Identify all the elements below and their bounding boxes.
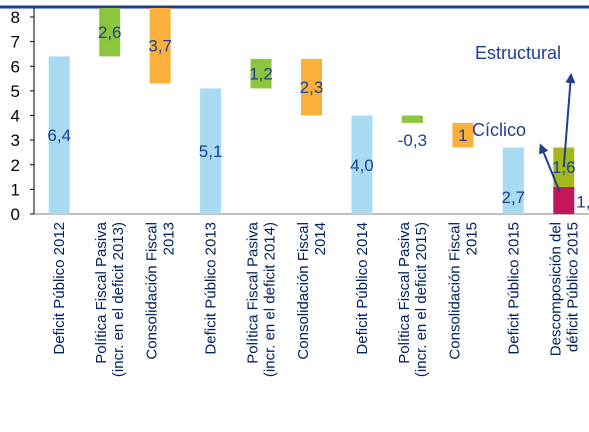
- category-label-line: Descomposición del: [547, 222, 564, 356]
- annotation-estructural: Estructural: [475, 43, 561, 63]
- y-tick-label: 7: [11, 33, 20, 52]
- category-label: Descomposición del déficit Público 2015: [547, 222, 581, 356]
- data-label: 3,7: [148, 37, 172, 56]
- category-label-line: 2014: [312, 222, 329, 255]
- category-label: Deficit Público 2015: [505, 222, 522, 355]
- bar-politica: [401, 115, 423, 123]
- data-label: 1,1: [576, 193, 589, 212]
- category-label-line: Deficit Público 2015: [505, 222, 522, 355]
- category-label-line: Política Fiscal Pasiva: [396, 221, 413, 363]
- category-label-line: (incr. en el deficit 2013): [110, 222, 127, 377]
- category-label: Política Fiscal Pasiva (incr. en el defic…: [93, 221, 127, 377]
- bar-politica: [250, 58, 272, 89]
- category-label: Deficit Público 2012: [51, 222, 68, 355]
- data-label: 5,1: [199, 142, 223, 161]
- category-label: Consolidación Fiscal 2014: [295, 222, 329, 360]
- y-tick-label: 0: [11, 205, 20, 224]
- data-label-layer: 6,4 2,6 3,7 5,1 1,2 2,3 4,0 -0,3 1 2,7 1,1 1,6: [47, 23, 589, 211]
- bar-consolidacion: [149, 8, 171, 84]
- category-label-line: Deficit Público 2013: [203, 222, 220, 355]
- annotation-ciclico: Cíclico: [472, 120, 526, 140]
- annotation-layer: Estructural Cíclico: [472, 43, 576, 193]
- y-tick-label: 4: [11, 107, 20, 126]
- y-axis: 0 1 2 3 4 5 6 7 8: [11, 8, 589, 224]
- bar-ciclico: [553, 186, 575, 214]
- data-label: 1: [458, 126, 467, 145]
- bar-deficit: [48, 56, 70, 215]
- category-label-line: Deficit Público 2014: [354, 222, 371, 355]
- y-tick-label: 5: [11, 82, 20, 101]
- category-label: Consolidación Fiscal 2015: [446, 222, 480, 360]
- category-label-line: 2015: [463, 222, 480, 255]
- category-label-line: déficit Público 2015: [564, 222, 581, 352]
- data-label: -0,3: [398, 131, 427, 150]
- y-tick-label: 3: [11, 131, 20, 150]
- bar-deficit: [200, 88, 222, 214]
- bar-deficit: [502, 147, 524, 214]
- category-label: Política Fiscal Pasiva (incr. en el defic…: [396, 221, 430, 377]
- annotation-arrow: [539, 143, 561, 193]
- category-label: Deficit Público 2014: [354, 222, 371, 355]
- category-label-line: Deficit Público 2012: [51, 222, 68, 355]
- category-label: Consolidación Fiscal 2013: [144, 222, 178, 360]
- category-label-line: Política Fiscal Pasiva: [93, 221, 110, 363]
- bar-politica: [99, 8, 121, 57]
- data-label: 2,7: [501, 188, 525, 207]
- y-tick-label: 2: [11, 156, 20, 175]
- data-label: 4,0: [350, 156, 374, 175]
- data-label: 6,4: [47, 126, 71, 145]
- y-tick-label: 8: [11, 8, 20, 27]
- category-label-line: (incr. en el deficit 2015): [413, 222, 430, 377]
- data-label: 1,2: [249, 65, 273, 84]
- annotation-arrow: [562, 73, 576, 168]
- bar-layer: [48, 8, 575, 215]
- category-label: Política Fiscal Pasiva (incr. en el defic…: [245, 221, 279, 377]
- category-label-line: Política Fiscal Pasiva: [245, 221, 262, 363]
- category-label-line: Consolidación Fiscal: [144, 222, 161, 360]
- category-label-line: 2013: [161, 222, 178, 255]
- category-label-line: Consolidación Fiscal: [295, 222, 312, 360]
- bar-consolidacion: [301, 58, 322, 116]
- y-tick-label: 6: [11, 57, 20, 76]
- category-label-line: Consolidación Fiscal: [446, 222, 463, 360]
- data-label: 2,3: [300, 78, 324, 97]
- y-tick-label: 1: [11, 180, 20, 199]
- category-label: Deficit Público 2013: [203, 222, 220, 355]
- bar-deficit: [351, 115, 373, 214]
- data-label: 2,6: [98, 23, 122, 42]
- category-label-line: (incr. en el deficit 2014): [262, 222, 279, 377]
- data-label: 1,6: [552, 158, 576, 177]
- category-label-layer: Deficit Público 2012 Política Fiscal Pasi…: [51, 221, 581, 377]
- bar-consolidacion: [452, 122, 474, 148]
